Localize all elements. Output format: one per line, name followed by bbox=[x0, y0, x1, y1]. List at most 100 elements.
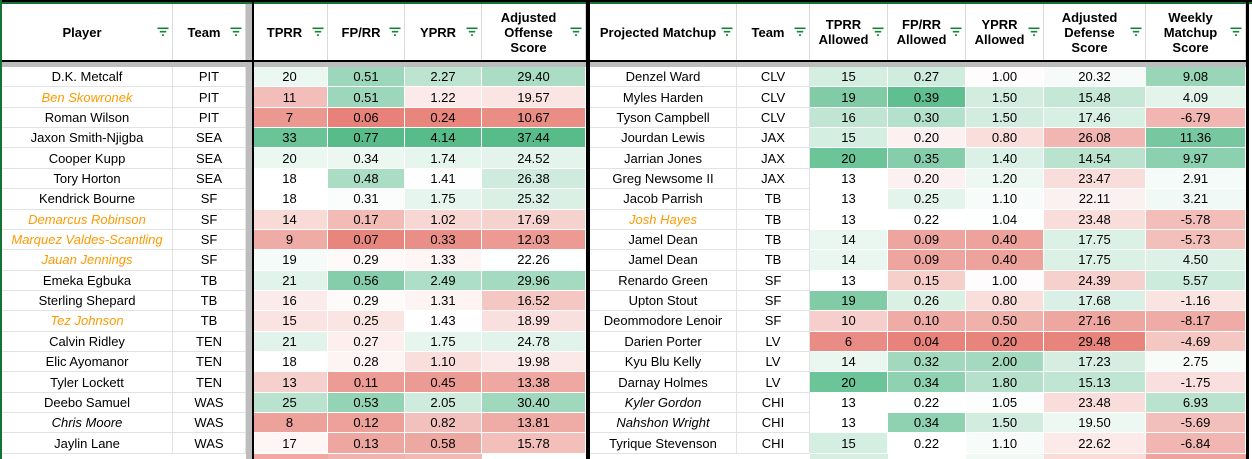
stat-cell-aos[interactable]: 16.52 bbox=[482, 290, 586, 312]
stat-cell-fprr[interactable]: 0.13 bbox=[328, 433, 405, 454]
filter-icon[interactable] bbox=[872, 27, 884, 38]
player-name-cell[interactable]: Jaylin Lane bbox=[2, 433, 173, 454]
stat-cell-wms[interactable]: -5.78 bbox=[1146, 209, 1246, 230]
stat-cell-wms[interactable]: -6.79 bbox=[1146, 107, 1246, 129]
stat-cell-ads[interactable]: 17.23 bbox=[1044, 352, 1146, 373]
team-cell[interactable]: SF bbox=[737, 311, 810, 332]
stat-cell-wms[interactable]: 6.93 bbox=[1146, 392, 1246, 414]
stat-cell-ads[interactable]: 19.50 bbox=[1044, 413, 1146, 434]
stat-cell-fprr_allowed[interactable]: 0.26 bbox=[888, 290, 966, 312]
team-cell[interactable]: SF bbox=[737, 290, 810, 312]
stat-cell-wms[interactable]: 2.91 bbox=[1146, 168, 1246, 190]
player-name-cell[interactable]: Jourdan Lewis bbox=[590, 128, 737, 149]
stat-cell-fprr[interactable]: 0.53 bbox=[328, 392, 405, 414]
stat-cell-tprr_allowed[interactable]: 16 bbox=[810, 107, 888, 129]
stat-cell-fprr_allowed[interactable]: 0.20 bbox=[888, 128, 966, 149]
team-cell[interactable]: TEN bbox=[173, 372, 246, 393]
stat-cell-wms[interactable]: 11.36 bbox=[1146, 128, 1246, 149]
stat-cell-fprr[interactable]: 0.31 bbox=[328, 189, 405, 210]
stat-cell-fprr[interactable]: 0.77 bbox=[328, 128, 405, 149]
stat-cell-ads[interactable]: 27.16 bbox=[1044, 311, 1146, 332]
stat-cell-aos[interactable]: 24.52 bbox=[482, 148, 586, 169]
stat-cell-fprr_allowed[interactable]: 0.27 bbox=[888, 67, 966, 88]
stat-cell-tprr_allowed[interactable]: 13 bbox=[810, 209, 888, 230]
player-name-cell[interactable]: Myles Harden bbox=[590, 87, 737, 108]
team-cell[interactable]: SF bbox=[173, 189, 246, 210]
player-name-cell[interactable]: Ben Skowronek bbox=[2, 87, 173, 108]
column-header-weekly-matchup-score[interactable]: Weekly Matchup Score bbox=[1146, 4, 1246, 60]
filter-icon[interactable] bbox=[1028, 27, 1040, 38]
team-cell[interactable]: JAX bbox=[737, 168, 810, 190]
team-cell[interactable]: PIT bbox=[173, 67, 246, 88]
stat-cell-tprr_allowed[interactable]: 14 bbox=[810, 250, 888, 271]
stat-cell-yprr_allowed[interactable]: 1.80 bbox=[966, 372, 1044, 393]
stat-cell-fprr_allowed[interactable]: 0.25 bbox=[888, 189, 966, 210]
stat-cell-tprr_allowed[interactable]: 14 bbox=[810, 229, 888, 251]
stat-cell-tprr_allowed[interactable]: 15 bbox=[810, 67, 888, 88]
team-cell[interactable]: TB bbox=[173, 270, 246, 291]
partial-row-cell[interactable] bbox=[173, 453, 246, 459]
stat-cell-yprr[interactable]: 1.74 bbox=[405, 148, 482, 169]
stat-cell-fprr_allowed[interactable]: 0.35 bbox=[888, 148, 966, 169]
stat-cell-fprr[interactable]: 0.12 bbox=[328, 413, 405, 434]
stat-cell-aos[interactable]: 13.38 bbox=[482, 372, 586, 393]
team-cell[interactable]: WAS bbox=[173, 433, 246, 454]
stat-cell-yprr_allowed[interactable]: 0.50 bbox=[966, 311, 1044, 332]
team-cell[interactable]: SEA bbox=[173, 128, 246, 149]
player-name-cell[interactable]: Kendrick Bourne bbox=[2, 189, 173, 210]
team-cell[interactable]: TB bbox=[173, 290, 246, 312]
stat-cell-aos[interactable]: 37.44 bbox=[482, 128, 586, 149]
player-name-cell[interactable]: Darnay Holmes bbox=[590, 372, 737, 393]
filter-icon[interactable] bbox=[157, 27, 169, 38]
partial-row-cell[interactable] bbox=[252, 453, 328, 459]
stat-cell-aos[interactable]: 29.96 bbox=[482, 270, 586, 291]
stat-cell-yprr[interactable]: 0.58 bbox=[405, 433, 482, 454]
stat-cell-yprr[interactable]: 2.49 bbox=[405, 270, 482, 291]
stat-cell-aos[interactable]: 29.40 bbox=[482, 67, 586, 88]
stat-cell-fprr_allowed[interactable]: 0.22 bbox=[888, 209, 966, 230]
team-cell[interactable]: PIT bbox=[173, 87, 246, 108]
player-name-cell[interactable]: Greg Newsome II bbox=[590, 168, 737, 190]
team-cell[interactable]: CLV bbox=[737, 67, 810, 88]
team-cell[interactable]: WAS bbox=[173, 413, 246, 434]
partial-row-cell[interactable] bbox=[2, 453, 173, 459]
stat-cell-yprr[interactable]: 2.27 bbox=[405, 67, 482, 88]
stat-cell-tprr[interactable]: 18 bbox=[252, 189, 328, 210]
stat-cell-ads[interactable]: 22.11 bbox=[1044, 189, 1146, 210]
player-name-cell[interactable]: Tyson Campbell bbox=[590, 107, 737, 129]
partial-row-cell[interactable] bbox=[810, 453, 888, 459]
filter-icon[interactable] bbox=[1130, 27, 1142, 38]
stat-cell-yprr[interactable]: 1.10 bbox=[405, 352, 482, 373]
player-name-cell[interactable]: Deommodore Lenoir bbox=[590, 311, 737, 332]
stat-cell-fprr[interactable]: 0.11 bbox=[328, 372, 405, 393]
stat-cell-ads[interactable]: 20.32 bbox=[1044, 67, 1146, 88]
stat-cell-ads[interactable]: 23.48 bbox=[1044, 209, 1146, 230]
player-name-cell[interactable]: Kyler Gordon bbox=[590, 392, 737, 414]
stat-cell-aos[interactable]: 10.67 bbox=[482, 107, 586, 129]
team-cell[interactable]: LV bbox=[737, 352, 810, 373]
player-name-cell[interactable]: Jacob Parrish bbox=[590, 189, 737, 210]
player-name-cell[interactable]: Tyler Lockett bbox=[2, 372, 173, 393]
player-name-cell[interactable]: Jarrian Jones bbox=[590, 148, 737, 169]
stat-cell-fprr_allowed[interactable]: 0.32 bbox=[888, 352, 966, 373]
stat-cell-yprr_allowed[interactable]: 1.00 bbox=[966, 270, 1044, 291]
stat-cell-tprr[interactable]: 11 bbox=[252, 87, 328, 108]
stat-cell-yprr[interactable]: 1.02 bbox=[405, 209, 482, 230]
stat-cell-fprr_allowed[interactable]: 0.04 bbox=[888, 331, 966, 353]
stat-cell-tprr_allowed[interactable]: 13 bbox=[810, 168, 888, 190]
stat-cell-fprr[interactable]: 0.29 bbox=[328, 290, 405, 312]
team-cell[interactable]: CHI bbox=[737, 413, 810, 434]
stat-cell-wms[interactable]: 9.97 bbox=[1146, 148, 1246, 169]
team-cell[interactable]: PIT bbox=[173, 107, 246, 129]
team-cell[interactable]: LV bbox=[737, 331, 810, 353]
partial-row-cell[interactable] bbox=[1044, 453, 1146, 459]
stat-cell-yprr_allowed[interactable]: 1.00 bbox=[966, 67, 1044, 88]
stat-cell-wms[interactable]: -4.69 bbox=[1146, 331, 1246, 353]
stat-cell-yprr[interactable]: 2.05 bbox=[405, 392, 482, 414]
stat-cell-yprr_allowed[interactable]: 1.50 bbox=[966, 87, 1044, 108]
stat-cell-yprr_allowed[interactable]: 1.04 bbox=[966, 209, 1044, 230]
filter-icon[interactable] bbox=[1230, 27, 1242, 38]
team-cell[interactable]: TB bbox=[737, 189, 810, 210]
team-cell[interactable]: TB bbox=[737, 229, 810, 251]
stat-cell-fprr_allowed[interactable]: 0.10 bbox=[888, 311, 966, 332]
